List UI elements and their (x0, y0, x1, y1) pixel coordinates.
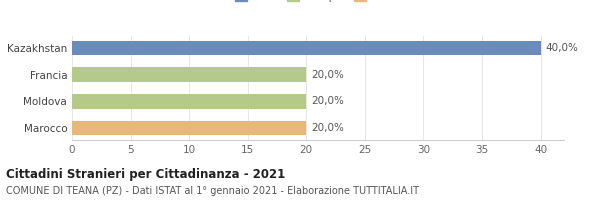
Text: 20,0%: 20,0% (311, 96, 344, 106)
Bar (72, 121, 306, 135)
Text: 20,0%: 20,0% (311, 123, 344, 133)
Text: Cittadini Stranieri per Cittadinanza - 2021: Cittadini Stranieri per Cittadinanza - 2… (6, 168, 285, 181)
Text: COMUNE DI TEANA (PZ) - Dati ISTAT al 1° gennaio 2021 - Elaborazione TUTTITALIA.I: COMUNE DI TEANA (PZ) - Dati ISTAT al 1° … (6, 186, 419, 196)
Legend: Asia, Europa, Africa: Asia, Europa, Africa (230, 0, 406, 6)
Bar (72, 41, 541, 55)
Text: 20,0%: 20,0% (311, 70, 344, 80)
Text: 40,0%: 40,0% (545, 43, 578, 53)
Bar (72, 94, 306, 109)
Bar (72, 67, 306, 82)
